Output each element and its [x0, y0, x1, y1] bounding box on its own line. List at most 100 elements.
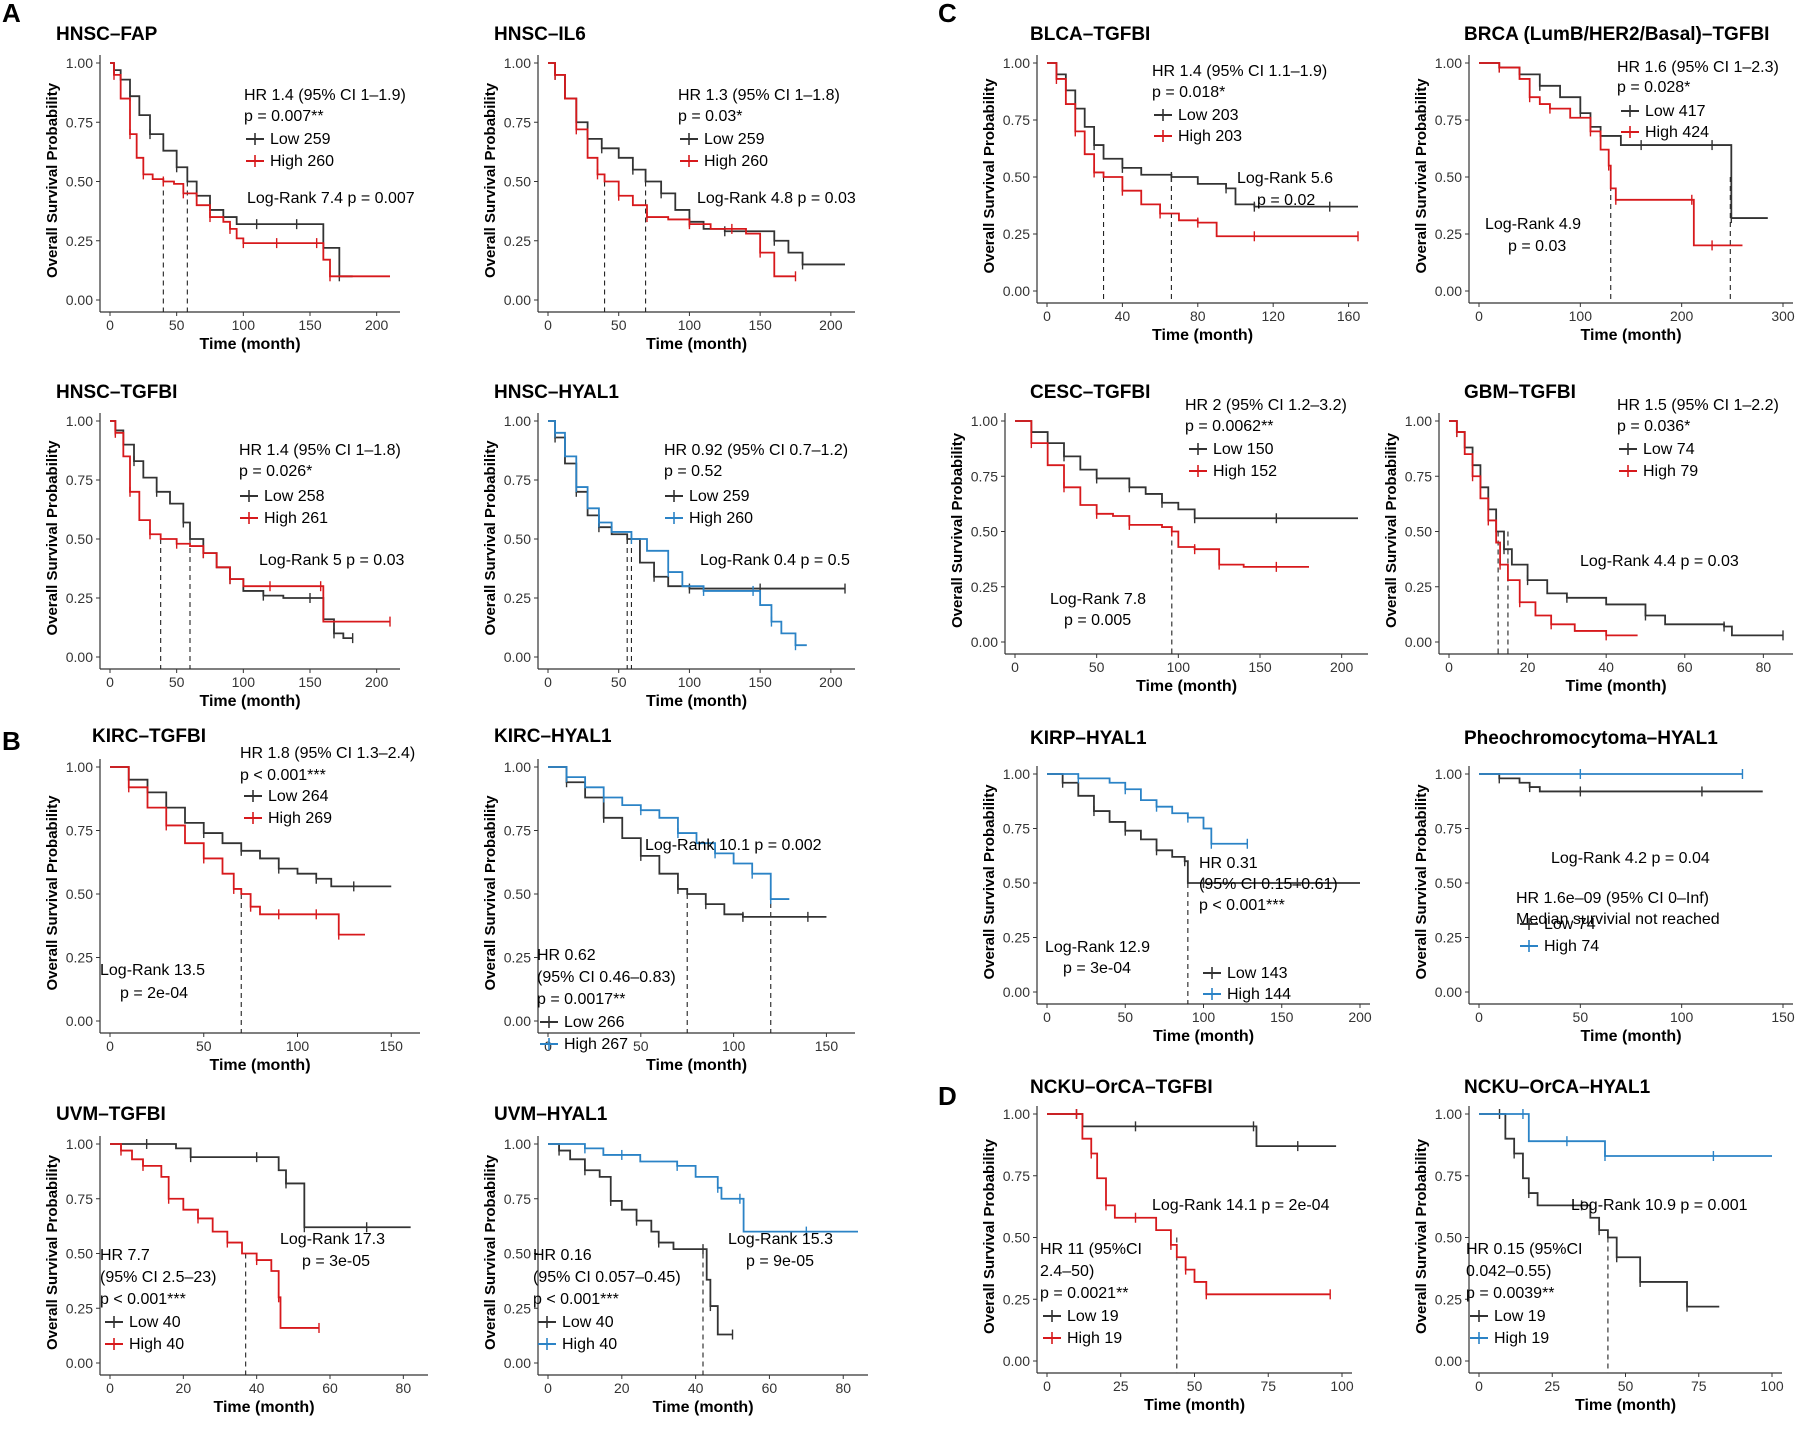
x-tick-label: 200 [1330, 659, 1354, 675]
x-axis-label: Time (month) [199, 336, 300, 353]
y-tick-label: 0.25 [1003, 226, 1030, 242]
legend-label: High 19 [1494, 1330, 1549, 1347]
x-tick-label: 120 [1262, 308, 1286, 324]
x-tick-label: 50 [169, 674, 185, 690]
km-panel-13: KIRP–HYAL1 0.00 0.25 0.50 0.75 1.00 0 50 100 150 2… [981, 728, 1372, 1045]
y-axis-label: Overall Survival Probability [482, 795, 499, 991]
legend-label: Low 203 [1178, 107, 1239, 124]
legend-label: Low 40 [129, 1314, 181, 1331]
legend-label: Low 40 [562, 1314, 614, 1331]
stat-annotation: p = 9e-05 [746, 1253, 814, 1270]
y-tick-label: 0.00 [66, 1013, 93, 1029]
y-tick-label: 0.50 [504, 1246, 531, 1262]
x-axis-label: Time (month) [1153, 1028, 1254, 1045]
x-tick-label: 150 [748, 317, 772, 333]
y-tick-label: 1.00 [504, 1136, 531, 1152]
stat-annotation: HR 0.31 [1199, 855, 1258, 872]
survival-curve-low [110, 1143, 411, 1229]
survival-curve-high [548, 766, 790, 900]
stat-annotation: p = 0.02 [1257, 192, 1315, 209]
legend-label: High 74 [1544, 938, 1599, 955]
y-tick-label: 0.00 [504, 1013, 531, 1029]
survival-curve-high [548, 420, 807, 647]
y-tick-label: 0.50 [1435, 875, 1462, 891]
x-tick-label: 0 [1043, 1009, 1051, 1025]
y-tick-label: 0.25 [1003, 1291, 1030, 1307]
y-axis-label: Overall Survival Probability [482, 82, 499, 278]
x-tick-label: 150 [298, 317, 322, 333]
legend-label: Low 143 [1227, 965, 1288, 982]
x-tick-label: 60 [322, 1380, 338, 1396]
stat-annotation: HR 1.5 (95% CI 1–2.2) [1617, 397, 1779, 414]
x-tick-label: 0 [1445, 659, 1453, 675]
legend-label: Low 258 [264, 488, 325, 505]
x-tick-label: 50 [1573, 1009, 1589, 1025]
x-tick-label: 0 [106, 1380, 114, 1396]
legend-label: Low 150 [1213, 441, 1274, 458]
y-axis-label: Overall Survival Probability [44, 1154, 61, 1350]
x-tick-label: 0 [1043, 308, 1051, 324]
y-axis-label: Overall Survival Probability [981, 78, 998, 274]
legend-label: Low 266 [564, 1014, 625, 1031]
y-tick-label: 0.75 [1003, 821, 1030, 837]
km-panel-2: HNSC–IL6 0.00 0.25 0.50 0.75 1.00 0 50 100 150 200… [482, 24, 856, 353]
stat-annotation: p = 0.026* [239, 463, 312, 480]
y-tick-label: 0.25 [66, 590, 93, 606]
panel-letter-c: C [938, 0, 957, 28]
y-tick-label: 0.75 [66, 472, 93, 488]
stat-annotation: HR 1.4 (95% CI 1–1.9) [244, 87, 406, 104]
stat-annotation: (95% CI 0.15–0.61) [1199, 876, 1338, 893]
stat-annotation: Log-Rank 0.4 p = 0.5 [700, 552, 850, 569]
survival-curve-low [1047, 773, 1360, 884]
y-tick-label: 0.50 [66, 531, 93, 547]
x-tick-label: 20 [176, 1380, 192, 1396]
y-tick-label: 1.00 [1003, 766, 1030, 782]
stat-annotation: HR 1.4 (95% CI 1–1.8) [239, 442, 401, 459]
x-tick-label: 25 [1113, 1378, 1129, 1394]
chart-title: BLCA–TGFBI [1030, 24, 1150, 45]
x-tick-label: 160 [1337, 308, 1361, 324]
y-tick-label: 1.00 [1435, 1106, 1462, 1122]
stat-annotation: p = 0.0039** [1466, 1285, 1555, 1302]
stat-annotation: Median survivial not reached [1516, 911, 1720, 928]
stat-annotation: HR 1.3 (95% CI 1–1.8) [678, 87, 840, 104]
chart-title: KIRC–HYAL1 [494, 726, 612, 747]
stat-annotation: p = 0.52 [664, 463, 722, 480]
y-tick-label: 0.50 [1405, 524, 1432, 540]
stat-annotation: p < 0.001*** [100, 1291, 186, 1308]
stat-annotation: 0.042–0.55) [1466, 1263, 1551, 1280]
y-tick-label: 0.50 [1435, 1230, 1462, 1246]
y-tick-label: 0.50 [66, 886, 93, 902]
legend-label: High 267 [564, 1036, 628, 1053]
x-tick-label: 200 [819, 317, 843, 333]
x-axis-label: Time (month) [1152, 327, 1253, 344]
y-tick-label: 0.25 [504, 590, 531, 606]
km-panel-5: KIRC–TGFBI 0.00 0.25 0.50 0.75 1.00 0 50 100 150 T… [44, 726, 420, 1074]
stat-annotation: Log-Rank 12.9 [1045, 939, 1150, 956]
stat-annotation: Log-Rank 4.4 p = 0.03 [1580, 553, 1739, 570]
x-tick-label: 50 [1618, 1378, 1634, 1394]
y-tick-label: 0.25 [66, 233, 93, 249]
x-tick-label: 50 [169, 317, 185, 333]
stat-annotation: Log-Rank 5.6 [1237, 170, 1333, 187]
y-axis-label: Overall Survival Probability [482, 440, 499, 636]
y-tick-label: 0.75 [504, 1191, 531, 1207]
y-axis-label: Overall Survival Probability [44, 82, 61, 278]
x-tick-label: 60 [762, 1380, 778, 1396]
x-axis-label: Time (month) [1136, 678, 1237, 695]
chart-title: Pheochromocytoma–HYAL1 [1464, 728, 1718, 749]
y-tick-label: 0.25 [504, 950, 531, 966]
y-tick-label: 1.00 [504, 759, 531, 775]
y-tick-label: 0.50 [504, 886, 531, 902]
y-tick-label: 0.50 [1003, 169, 1030, 185]
chart-title: BRCA (LumB/HER2/Basal)–TGFBI [1464, 24, 1769, 45]
y-tick-label: 1.00 [971, 413, 998, 429]
x-tick-label: 150 [748, 674, 772, 690]
chart-title: CESC–TGFBI [1030, 382, 1150, 403]
x-tick-label: 0 [544, 1038, 552, 1054]
stat-annotation: HR 0.92 (95% CI 0.7–1.2) [664, 442, 848, 459]
km-panel-7: UVM–TGFBI 0.00 0.25 0.50 0.75 1.00 0 20 40 60 80 Ti… [44, 1104, 428, 1416]
y-tick-label: 0.50 [1003, 875, 1030, 891]
stat-annotation: p = 0.0021** [1040, 1285, 1129, 1302]
y-tick-label: 0.25 [504, 1300, 531, 1316]
